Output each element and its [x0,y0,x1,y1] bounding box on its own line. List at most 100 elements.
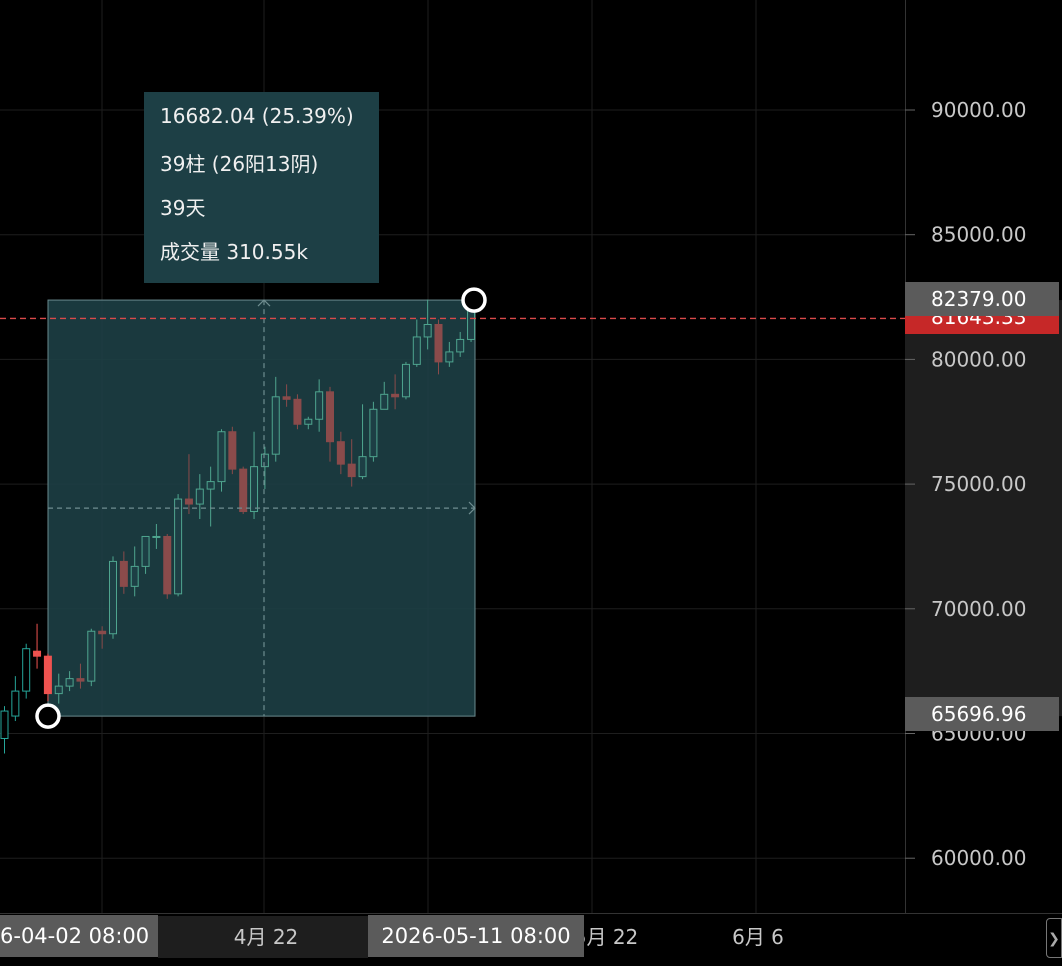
candle [228,426,237,475]
candle-body [401,363,410,398]
candle [217,429,226,492]
candle-body [336,441,345,465]
candle [260,446,269,490]
measure-tooltip: 16682.04 (25.39%) 39柱 (26阳13阴) 39天 成交量 3… [144,92,379,283]
candle-body [33,650,42,657]
candle [326,386,334,462]
range-low-price-tag: 65696.96 [905,697,1059,731]
candle [195,474,204,520]
candle [130,546,139,597]
measure-arrow-right-icon [468,501,476,515]
candle-body [43,655,52,695]
candle-body [141,535,150,567]
time-tick-label: 4月 22 [234,925,299,949]
candle [271,376,280,462]
price-axis[interactable]: 90000.00 85000.00 80000.00 75000.00 70000.00… [905,0,1062,913]
candle-body [380,393,389,410]
price-tick-label: 70000.00 [931,597,1026,621]
candle-body [174,498,183,595]
candle [401,361,410,400]
candle-body [358,456,367,478]
candle [315,379,324,432]
candle [11,676,20,722]
time-axis[interactable]: 4月 22 5月 22 6月 6 [0,913,1062,962]
measure-days: 39天 [160,196,206,220]
candle-body [326,391,334,443]
measure-start-handle [35,703,61,729]
range-high-price-tag: 82379.00 [905,282,1059,316]
candle-body [293,398,302,425]
candle [152,524,161,549]
candle-body [130,565,139,587]
chart-svg [0,0,905,913]
candle-body [347,463,356,478]
candle [336,431,345,475]
candle [412,319,421,367]
candle-body [54,685,63,695]
candle-body [217,431,226,483]
candle-body [315,391,324,420]
range-end-time-tag: 2026-05-11 08:00 [368,915,584,957]
candle [87,628,96,687]
candle [391,374,400,410]
candle-body [76,678,85,682]
candle [250,431,259,520]
candle [206,466,215,527]
candle-body [391,393,400,398]
candle [33,623,42,669]
chevron-right-icon: ❯ [1048,931,1060,947]
candle-body [434,323,443,363]
candle [293,394,302,430]
range-start-time-tag: 6-04-02 08:00 [0,915,158,957]
candle [239,466,248,515]
candle-body [119,560,128,587]
candle [141,535,150,574]
candle-body [22,648,31,692]
candle [174,494,183,597]
candle-body [206,481,215,490]
candle [380,381,389,410]
candle-body [184,498,193,505]
candle [434,319,443,375]
candle [65,671,74,692]
candle [43,653,52,702]
candle-body [98,630,107,635]
candle [304,416,313,430]
candle [119,551,128,594]
candle-body [250,466,259,513]
candle [0,706,9,754]
candle [22,643,31,699]
candle-body [152,535,161,538]
candle [163,533,172,599]
scroll-right-button[interactable]: ❯ [1046,918,1062,958]
measure-change: 16682.04 (25.39%) [160,104,354,128]
candle [98,626,107,649]
candle [184,454,193,515]
candle-body [163,535,172,595]
candle-body [282,396,291,400]
price-tick-label: 75000.00 [931,472,1026,496]
time-tick-label: 5月 22 [574,925,639,949]
candle-body [423,323,432,338]
candle-body [0,710,9,739]
candle [369,401,378,462]
candle [358,404,367,480]
time-tick-label: 6月 6 [732,925,784,949]
candle [423,299,432,350]
price-tick-label: 80000.00 [931,347,1026,371]
chart-area[interactable] [0,0,905,913]
measure-arrow-up-icon [257,299,271,307]
candle-body [11,690,20,717]
candle [54,673,63,704]
candle-body [271,396,280,455]
price-axis-svg: 90000.00 85000.00 80000.00 75000.00 70000.00… [905,0,1062,913]
candle [456,331,465,357]
candle-body [195,488,204,505]
candle-body [260,453,269,468]
candle [282,384,291,407]
candle [347,439,356,487]
candle-body [239,468,248,513]
candle-body [65,678,74,687]
candle-body [412,336,421,365]
measure-bars: 39柱 (26阳13阴) [160,152,319,176]
